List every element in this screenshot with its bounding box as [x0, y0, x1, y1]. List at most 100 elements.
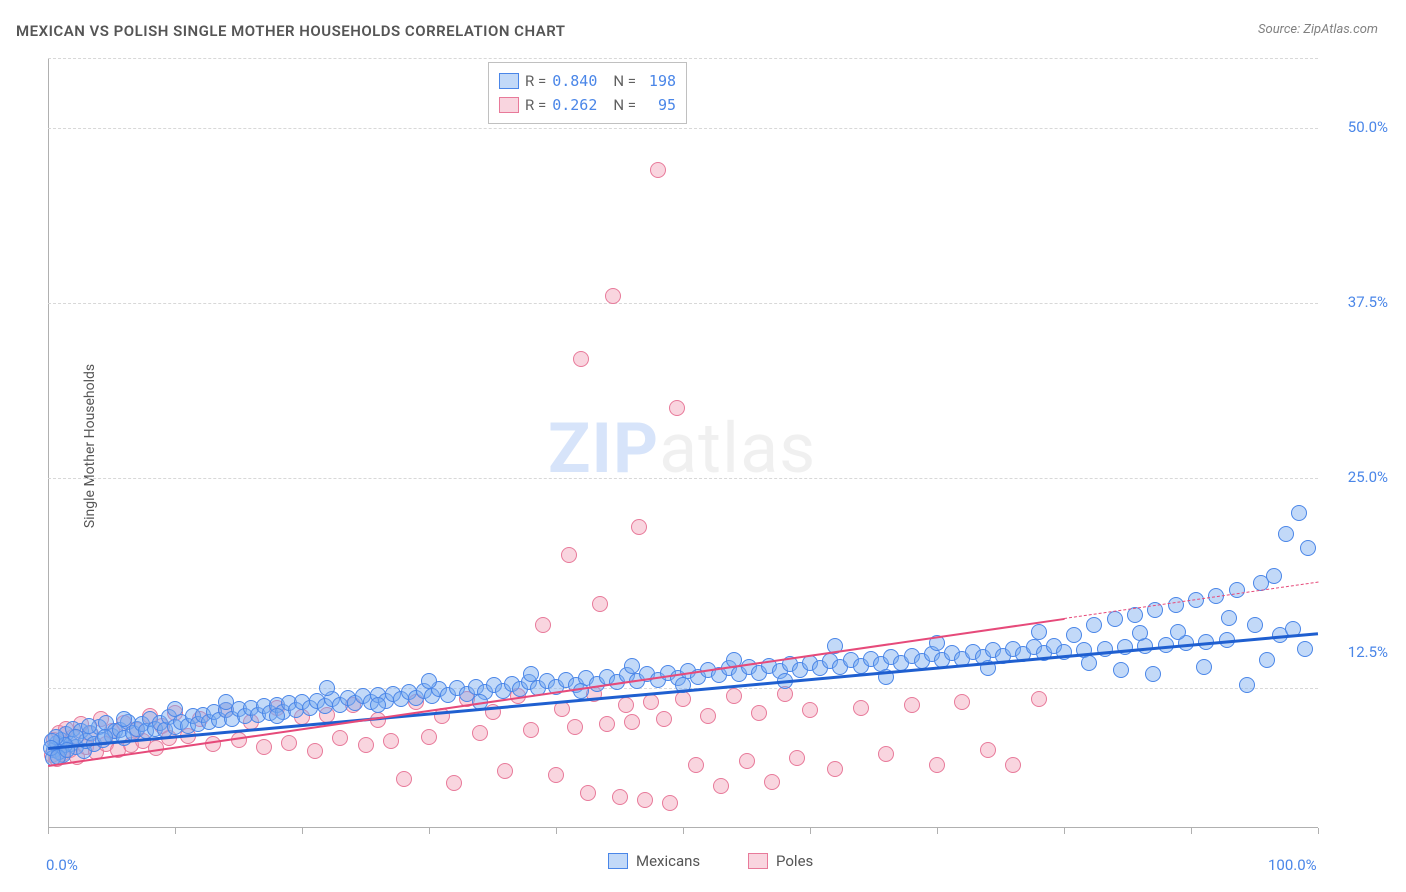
- y-tick-label: 50.0%: [1348, 118, 1388, 136]
- mexicans-marker: [1266, 568, 1282, 584]
- x-tick: [1064, 828, 1065, 834]
- mexicans-marker: [370, 697, 386, 713]
- poles-marker: [618, 697, 634, 713]
- poles-marker: [827, 761, 843, 777]
- poles-marker: [548, 767, 564, 783]
- stats-box: R = 0.840 N = 198R = 0.262 N = 95: [488, 62, 687, 124]
- poles-marker: [669, 400, 685, 416]
- mexicans-marker: [1170, 624, 1186, 640]
- mexicans-marker: [1168, 597, 1184, 613]
- poles-marker: [561, 547, 577, 563]
- grid-line: [48, 58, 1318, 59]
- mexicans-marker: [1300, 540, 1316, 556]
- mexicans-marker: [1086, 617, 1102, 633]
- x-tick: [556, 828, 557, 834]
- legend-label: Poles: [776, 852, 813, 870]
- poles-marker: [281, 735, 297, 751]
- legend-label: Mexicans: [636, 852, 700, 870]
- source-credit: Source: ZipAtlas.com: [1258, 22, 1378, 37]
- mexicans-marker: [1196, 659, 1212, 675]
- x-tick: [810, 828, 811, 834]
- poles-marker: [567, 719, 583, 735]
- mexicans-marker: [1081, 655, 1097, 671]
- poles-marker: [631, 519, 647, 535]
- x-tick: [302, 828, 303, 834]
- poles-marker: [605, 288, 621, 304]
- mexicans-marker: [319, 680, 335, 696]
- mexicans-marker: [1278, 526, 1294, 542]
- grid-line: [48, 478, 1318, 479]
- mexicans-marker: [624, 658, 640, 674]
- x-tick: [429, 828, 430, 834]
- mexicans-marker: [1107, 611, 1123, 627]
- poles-marker: [383, 733, 399, 749]
- grid-line: [48, 303, 1318, 304]
- mexicans-marker: [573, 683, 589, 699]
- y-tick-label: 12.5%: [1348, 643, 1388, 661]
- swatch-icon: [748, 853, 768, 869]
- poles-marker: [1031, 691, 1047, 707]
- poles-marker: [764, 774, 780, 790]
- x-tick-label: 0.0%: [46, 856, 78, 874]
- stats-row: R = 0.840 N = 198: [499, 69, 676, 93]
- poles-marker: [205, 736, 221, 752]
- stats-r-value: 0.840: [552, 72, 597, 90]
- x-tick: [48, 828, 49, 834]
- poles-marker: [656, 711, 672, 727]
- poles-marker: [751, 705, 767, 721]
- mexicans-marker: [269, 708, 285, 724]
- poles-marker: [580, 785, 596, 801]
- x-tick: [175, 828, 176, 834]
- trend-line: [48, 618, 1064, 767]
- poles-marker: [650, 162, 666, 178]
- poles-marker: [688, 757, 704, 773]
- mexicans-marker: [1066, 627, 1082, 643]
- poles-marker: [643, 694, 659, 710]
- stats-n-label: N =: [613, 72, 636, 90]
- stats-n-value: 198: [642, 72, 676, 90]
- swatch-icon: [608, 853, 628, 869]
- stats-r-label: R =: [525, 72, 546, 90]
- poles-marker: [878, 746, 894, 762]
- poles-marker: [637, 792, 653, 808]
- x-tick: [1318, 828, 1319, 834]
- mexicans-marker: [1291, 505, 1307, 521]
- poles-marker: [726, 688, 742, 704]
- poles-marker: [612, 789, 628, 805]
- poles-marker: [396, 771, 412, 787]
- poles-marker: [662, 795, 678, 811]
- mexicans-marker: [1132, 625, 1148, 641]
- mexicans-marker: [1247, 617, 1263, 633]
- mexicans-marker: [421, 673, 437, 689]
- y-tick-label: 37.5%: [1348, 293, 1388, 311]
- mexicans-marker: [1229, 582, 1245, 598]
- poles-marker: [421, 729, 437, 745]
- poles-marker: [307, 743, 323, 759]
- mexicans-marker: [523, 666, 539, 682]
- x-tick: [1191, 828, 1192, 834]
- poles-marker: [739, 753, 755, 769]
- mexicans-marker: [1259, 652, 1275, 668]
- poles-marker: [802, 702, 818, 718]
- poles-marker: [523, 722, 539, 738]
- x-tick: [683, 828, 684, 834]
- trend-line: [48, 632, 1318, 750]
- chart-title: MEXICAN VS POLISH SINGLE MOTHER HOUSEHOL…: [16, 22, 566, 40]
- stats-r-value: 0.262: [552, 96, 597, 114]
- x-tick-label: 100.0%: [1268, 856, 1317, 874]
- stats-n-label: N =: [613, 96, 636, 114]
- poles-marker: [929, 757, 945, 773]
- mexicans-marker: [1297, 641, 1313, 657]
- mexicans-marker: [81, 718, 97, 734]
- poles-marker: [446, 775, 462, 791]
- mexicans-marker: [1113, 662, 1129, 678]
- mexicans-marker: [1031, 624, 1047, 640]
- poles-marker: [592, 596, 608, 612]
- x-tick: [937, 828, 938, 834]
- legend-item: Mexicans: [608, 852, 700, 870]
- poles-marker: [332, 730, 348, 746]
- mexicans-marker: [1239, 677, 1255, 693]
- poles-marker: [675, 691, 691, 707]
- poles-marker: [497, 763, 513, 779]
- stats-n-value: 95: [642, 96, 676, 114]
